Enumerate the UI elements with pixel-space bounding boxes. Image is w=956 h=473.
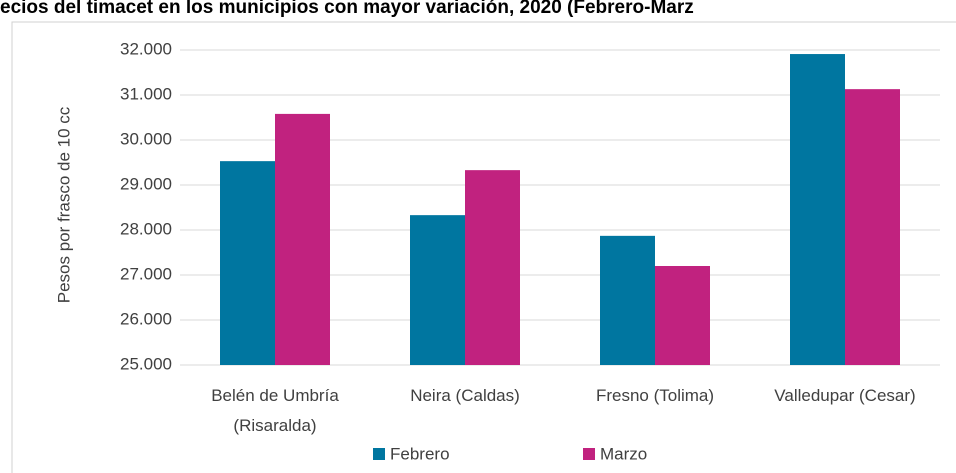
- bar: [655, 266, 710, 365]
- bar: [465, 170, 520, 365]
- bar: [845, 89, 900, 366]
- y-tick-label: 26.000: [120, 309, 172, 328]
- legend-swatch: [583, 448, 595, 460]
- y-tick-label: 29.000: [120, 174, 172, 193]
- legend-label: Febrero: [390, 444, 450, 463]
- bar: [220, 161, 275, 365]
- y-axis-title: Pesos por frasco de 10 cc: [54, 106, 73, 303]
- chart-title: ecios del timacet en los municipios con …: [0, 0, 694, 18]
- y-tick-label: 28.000: [120, 219, 172, 238]
- y-tick-label: 32.000: [120, 39, 172, 58]
- y-tick-label: 25.000: [120, 354, 172, 373]
- bar: [600, 235, 655, 365]
- legend-swatch: [373, 448, 385, 460]
- y-tick-label: 30.000: [120, 129, 172, 148]
- chart-border: [11, 21, 956, 473]
- bar: [790, 54, 845, 366]
- x-tick-label: Belén de Umbría (Risaralda): [211, 386, 339, 435]
- y-tick-label: 27.000: [120, 264, 172, 283]
- bar: [410, 215, 465, 365]
- y-tick-label: 31.000: [120, 84, 172, 103]
- x-tick-label: Neira (Caldas): [410, 386, 520, 405]
- bar: [275, 113, 330, 366]
- legend-label: Marzo: [600, 444, 647, 463]
- x-tick-label: Fresno (Tolima): [595, 386, 715, 405]
- x-tick-label: Valledupar (Cesar): [774, 386, 916, 405]
